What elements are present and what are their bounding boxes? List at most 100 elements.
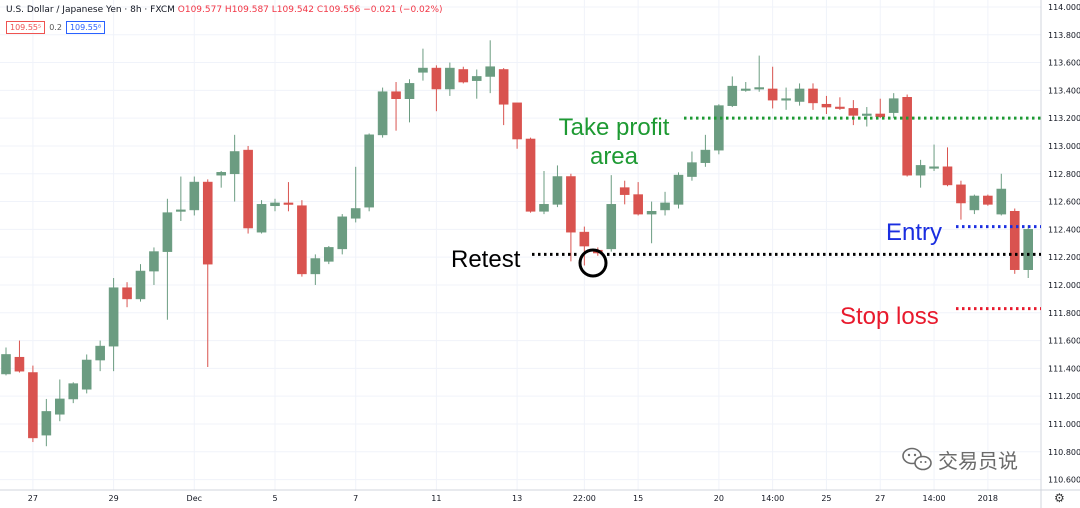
candle bbox=[377, 87, 388, 138]
take-profit-label-line2: area bbox=[590, 143, 639, 170]
candle bbox=[942, 147, 953, 187]
time-tick-label: 29 bbox=[109, 494, 119, 503]
buy-price-button[interactable]: 109.55⁸ bbox=[65, 21, 106, 34]
price-tick-label: 111.600 bbox=[1048, 337, 1080, 346]
candle-body bbox=[525, 138, 536, 212]
time-tick-label: 25 bbox=[821, 494, 831, 503]
candle bbox=[875, 98, 886, 119]
candle-body bbox=[431, 67, 442, 90]
candle bbox=[216, 170, 226, 188]
candle bbox=[14, 340, 25, 373]
candle bbox=[135, 264, 146, 302]
candle bbox=[41, 398, 52, 447]
candle-body bbox=[983, 195, 993, 205]
candle bbox=[821, 95, 832, 114]
candle-body bbox=[888, 98, 899, 113]
candle-body bbox=[861, 113, 872, 116]
candle bbox=[54, 379, 65, 422]
candle bbox=[202, 179, 213, 367]
candle-body bbox=[929, 166, 939, 169]
candle bbox=[983, 194, 993, 206]
ohlc-values: O109.577 H109.587 L109.542 C109.556 −0.0… bbox=[177, 5, 443, 15]
candle-body bbox=[902, 97, 912, 176]
candle-body bbox=[646, 210, 657, 215]
candle bbox=[525, 137, 536, 213]
retest-circle bbox=[578, 248, 608, 278]
time-tick-label: 2018 bbox=[978, 494, 998, 503]
price-tick-label: 113.400 bbox=[1048, 86, 1080, 95]
sell-price-button[interactable]: 109.55⁵ bbox=[6, 21, 46, 34]
time-tick-label: 14:00 bbox=[761, 494, 784, 503]
candle-body bbox=[848, 108, 859, 116]
candle-body bbox=[781, 98, 791, 101]
candle bbox=[485, 40, 496, 94]
candle bbox=[162, 198, 173, 320]
candle-body bbox=[727, 85, 738, 106]
price-tick-label: 114.000 bbox=[1048, 3, 1080, 12]
price-tick-label: 110.800 bbox=[1048, 448, 1080, 457]
symbol-header: U.S. Dollar / Japanese Yen · 8h · FXCM O… bbox=[6, 5, 443, 15]
candle bbox=[740, 82, 751, 92]
wechat-logo-icon bbox=[902, 447, 932, 471]
candle-body bbox=[81, 359, 92, 390]
time-tick-label: Dec bbox=[187, 494, 202, 503]
candle bbox=[471, 69, 482, 99]
candle-body bbox=[660, 202, 670, 211]
time-tick-label: 5 bbox=[272, 494, 277, 503]
price-tick-label: 113.200 bbox=[1048, 114, 1080, 123]
candle bbox=[122, 282, 132, 308]
gear-icon[interactable]: ⚙ bbox=[1054, 491, 1065, 505]
candle-body bbox=[1009, 210, 1020, 270]
candle-body bbox=[835, 106, 845, 109]
candle-body bbox=[471, 76, 482, 81]
candle bbox=[727, 76, 738, 108]
candle bbox=[323, 246, 334, 265]
candle-body bbox=[794, 88, 805, 102]
candle bbox=[256, 200, 267, 234]
candle-body bbox=[14, 356, 25, 372]
candle bbox=[283, 182, 294, 212]
price-tick-label: 112.400 bbox=[1048, 225, 1080, 234]
candle-body bbox=[1023, 229, 1034, 270]
candle-body bbox=[377, 91, 388, 136]
price-tick-label: 112.000 bbox=[1048, 281, 1080, 290]
candle bbox=[68, 382, 79, 404]
watermark-text: 交易员说 bbox=[938, 449, 1018, 473]
candle-body bbox=[54, 398, 65, 415]
candle bbox=[996, 173, 1007, 216]
candle bbox=[1, 347, 11, 376]
level-lines bbox=[532, 116, 1041, 311]
candle-body bbox=[297, 205, 307, 275]
candle-body bbox=[687, 162, 697, 177]
candle bbox=[969, 194, 980, 215]
candle-body bbox=[337, 216, 348, 250]
candle bbox=[445, 62, 455, 96]
time-tick-label: 27 bbox=[28, 494, 38, 503]
candle-body bbox=[135, 270, 146, 300]
candle-body bbox=[310, 258, 321, 275]
candle-body bbox=[485, 66, 496, 77]
time-tick-label: 13 bbox=[512, 494, 522, 503]
candle bbox=[687, 151, 697, 181]
price-axis[interactable]: 114.000 113.800 113.600 113.400 113.200 113.0… bbox=[1048, 3, 1080, 485]
candle-body bbox=[539, 204, 549, 212]
price-tick-label: 111.000 bbox=[1048, 420, 1080, 429]
candle bbox=[350, 166, 361, 223]
candle-body bbox=[767, 88, 778, 101]
candle bbox=[660, 191, 670, 216]
candle-body bbox=[579, 231, 590, 247]
candle bbox=[956, 180, 966, 220]
time-axis[interactable]: 27 29 Dec 5 7 11 13 22:00 15 20 14:00 25 27 14:00 2018 bbox=[28, 494, 998, 503]
candle-body bbox=[566, 176, 576, 233]
candle bbox=[539, 170, 549, 215]
candle-body bbox=[821, 103, 832, 108]
price-tick-label: 111.800 bbox=[1048, 309, 1080, 318]
candle bbox=[81, 354, 92, 394]
candle-body bbox=[969, 195, 980, 211]
candle-body bbox=[875, 113, 886, 118]
candle-body bbox=[673, 174, 684, 205]
take-profit-label-line1: Take profit bbox=[559, 114, 670, 141]
candle-body bbox=[391, 91, 401, 99]
candle-body bbox=[350, 208, 361, 219]
